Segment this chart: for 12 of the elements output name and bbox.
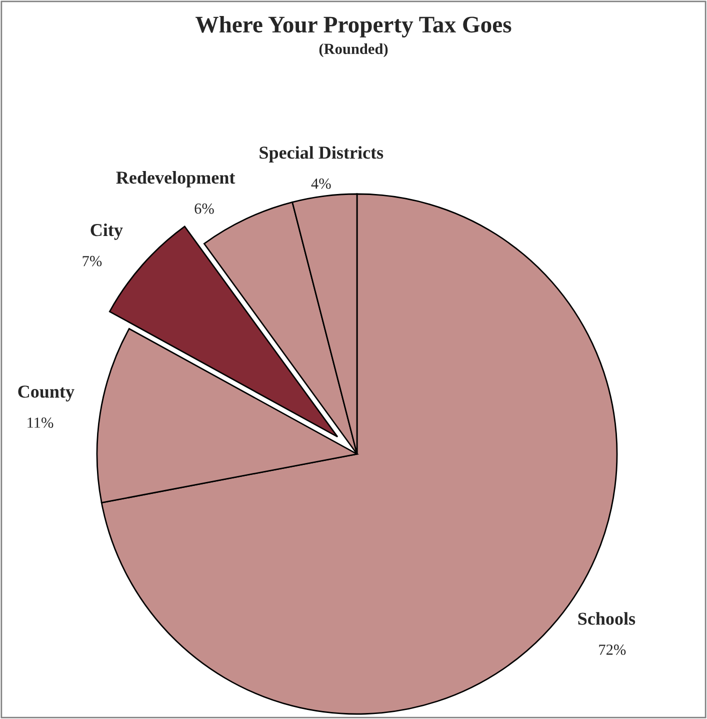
slice-label: Schools <box>578 612 636 625</box>
chart-subtitle: (Rounded) <box>319 43 388 58</box>
data-label: 7% <box>82 256 102 266</box>
slice-label: Special Districts <box>260 146 384 162</box>
slice-label: County <box>18 386 74 402</box>
data-label: 11% <box>28 418 54 428</box>
chart-title: Where Your Property Tax Goes <box>196 16 512 38</box>
data-label: 4% <box>311 178 331 189</box>
data-label: 6% <box>194 203 214 214</box>
data-label: 72% <box>599 644 626 655</box>
slice-label: Redevelopment <box>116 171 236 188</box>
slice-label: City <box>90 223 123 240</box>
